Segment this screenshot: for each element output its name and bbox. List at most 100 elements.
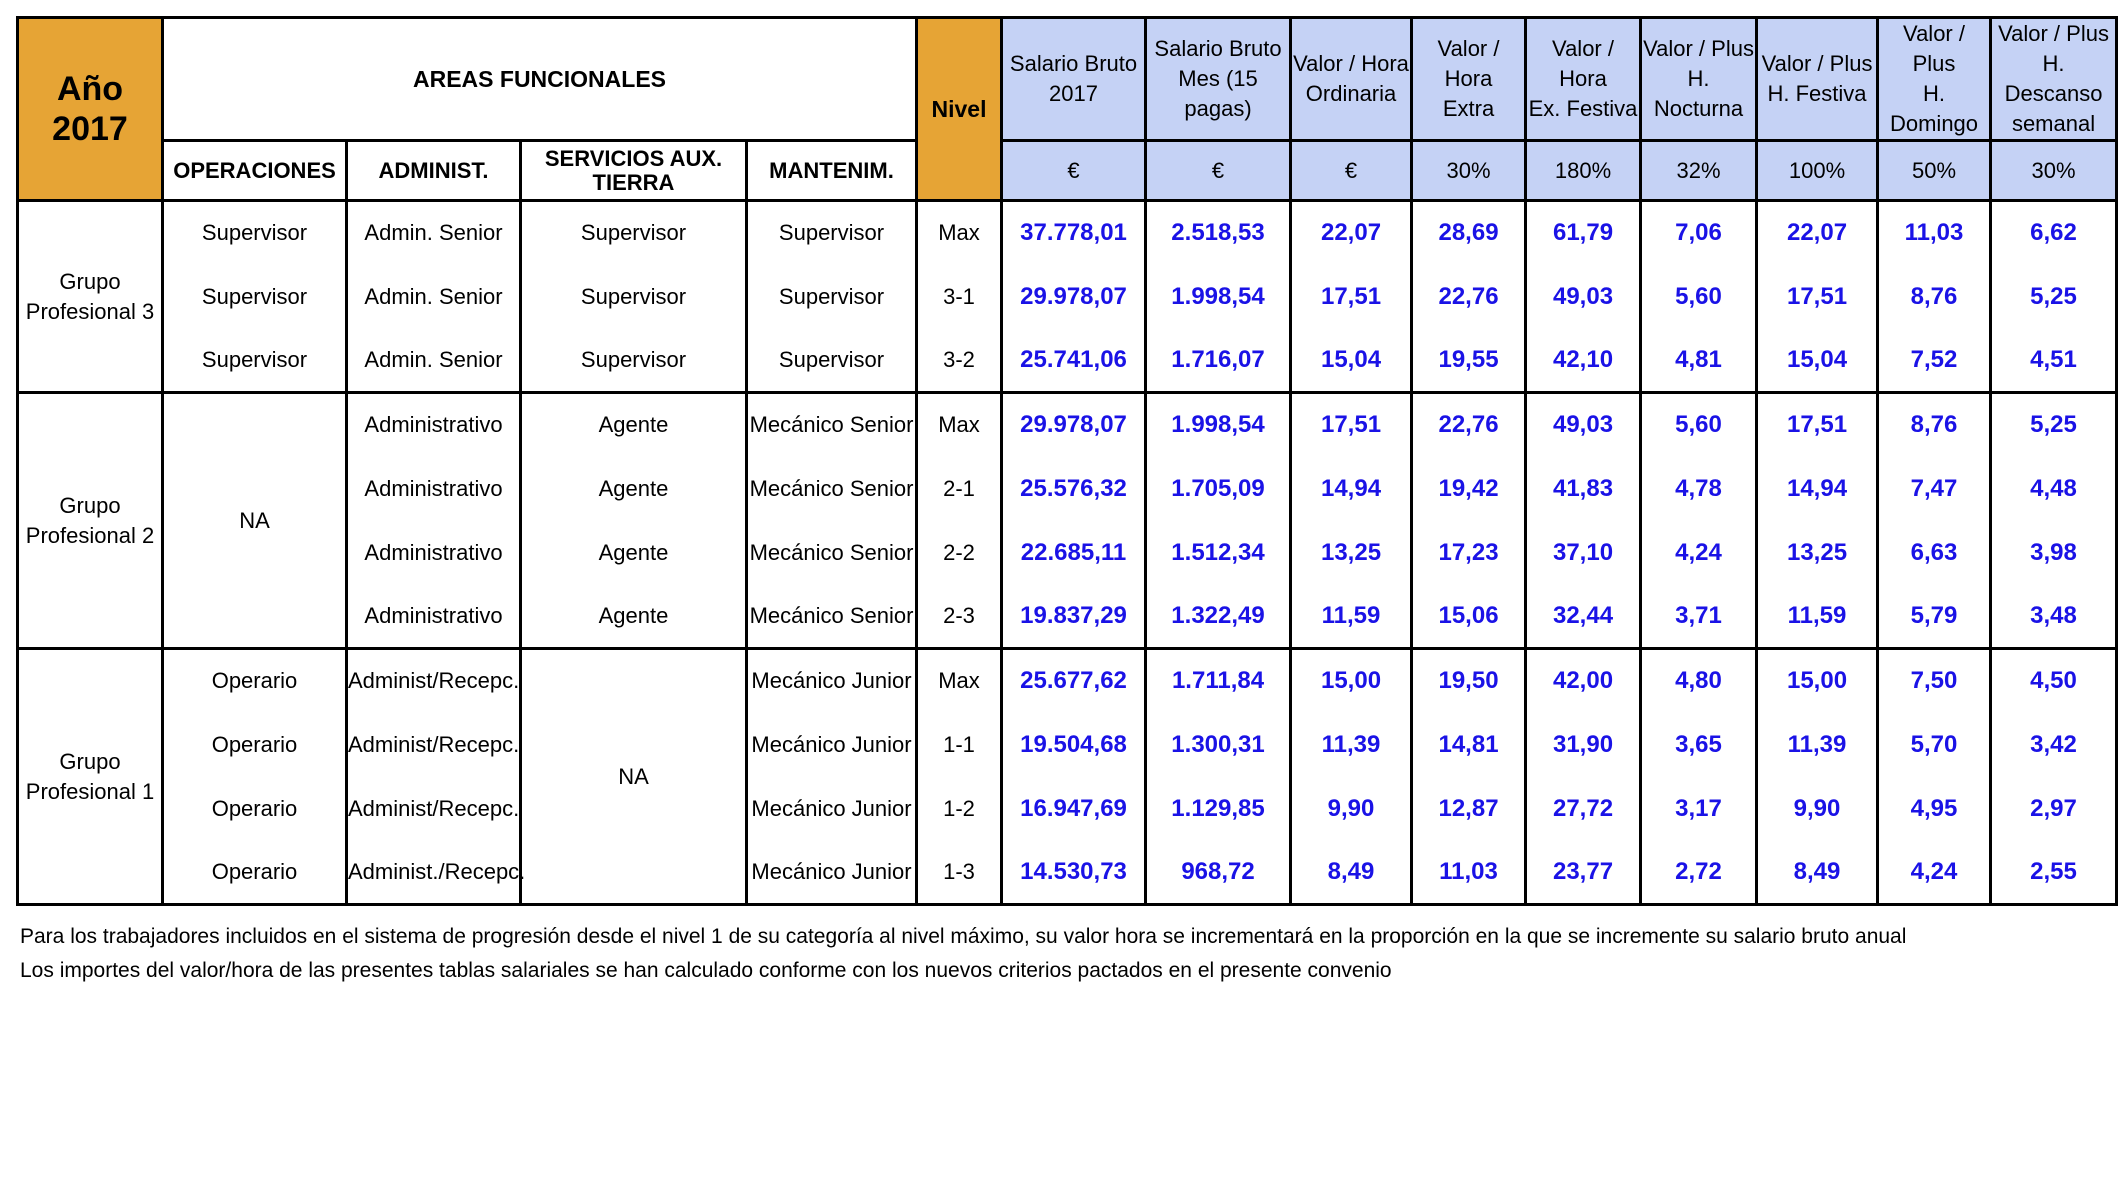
value-cell: 27,72 [1524, 776, 1643, 841]
year-value: 2017 [52, 110, 128, 148]
mantenim-cell: Supervisor [744, 199, 919, 265]
value-cell: 15,04 [1755, 328, 1880, 394]
year-label: Año [56, 70, 124, 108]
value-cell: 2,72 [1639, 840, 1759, 906]
administ-cell: Admin. Senior [345, 328, 522, 394]
administ-cell: Administ/Recepc. [345, 647, 522, 713]
mantenim-cell: Mecánico Junior [744, 776, 919, 841]
value-cell: 5,60 [1639, 391, 1759, 457]
value-cell: 9,90 [1289, 776, 1414, 841]
value-cell: 5,60 [1639, 264, 1759, 329]
table-row: Administrativo Agente Mecánico Senior 2-3 19… [18, 584, 2119, 650]
value-cell: 6,62 [1989, 199, 2119, 265]
servicios-cell: Agente [519, 391, 748, 457]
col-hora-ordinaria: Valor / Hora Ordinaria [1289, 16, 1414, 142]
group-name-cell: Grupo Profesional 1 [16, 647, 164, 906]
group-name-cell: Grupo Profesional 2 [16, 391, 164, 650]
table-row: Administrativo Agente Mecánico Senior 2-2 22… [18, 520, 2119, 585]
value-cell: 7,06 [1639, 199, 1759, 265]
group-name-line: Profesional 1 [25, 778, 155, 804]
value-cell: 5,79 [1876, 584, 1993, 650]
value-cell: 49,03 [1524, 264, 1643, 329]
nivel-cell: 2-3 [915, 584, 1004, 650]
operaciones-cell: Operario [161, 712, 348, 777]
value-cell: 15,00 [1289, 647, 1414, 713]
value-cell: 14.530,73 [1000, 840, 1148, 906]
value-cell: 15,06 [1410, 584, 1528, 650]
value-cell: 37.778,01 [1000, 199, 1148, 265]
year-cell: Año 2017 [16, 16, 164, 202]
value-cell: 22,07 [1755, 199, 1880, 265]
servicios-cell: Supervisor [519, 328, 748, 394]
value-cell: 9,90 [1755, 776, 1880, 841]
col-hora-extra: Valor / Hora Extra [1410, 16, 1528, 142]
mantenim-cell: Supervisor [744, 264, 919, 329]
unit-cell: 32% [1639, 139, 1759, 202]
servicios-cell: NA [519, 647, 748, 906]
value-cell: 4,80 [1639, 647, 1759, 713]
value-cell: 17,23 [1410, 520, 1528, 585]
nivel-cell: Max [915, 199, 1004, 265]
administ-cell: Administrativo [345, 456, 522, 521]
operaciones-cell: Supervisor [161, 328, 348, 394]
value-cell: 5,25 [1989, 264, 2119, 329]
value-cell: 1.705,09 [1144, 456, 1293, 521]
value-cell: 29.978,07 [1000, 264, 1148, 329]
value-cell: 3,71 [1639, 584, 1759, 650]
value-cell: 41,83 [1524, 456, 1643, 521]
value-cell: 25.741,06 [1000, 328, 1148, 394]
value-cell: 42,00 [1524, 647, 1643, 713]
value-cell: 968,72 [1144, 840, 1293, 906]
value-cell: 4,95 [1876, 776, 1993, 841]
table-row: Grupo Profesional 2 NA Administrativo Agente… [16, 391, 2119, 650]
nivel-cell: Max [915, 647, 1004, 713]
group-name-cell: Grupo Profesional 3 [16, 199, 164, 394]
area-mantenim: MANTENIM. [744, 139, 919, 202]
unit-cell: 30% [1989, 139, 2119, 202]
unit-cell: € [1289, 139, 1414, 202]
value-cell: 3,17 [1639, 776, 1759, 841]
nivel-cell: 3-1 [915, 264, 1004, 329]
value-cell: 22.685,11 [1000, 520, 1148, 585]
value-cell: 4,24 [1876, 840, 1993, 906]
value-cell: 28,69 [1410, 199, 1528, 265]
mantenim-cell: Supervisor [744, 328, 919, 394]
unit-cell: 30% [1410, 139, 1528, 202]
servicios-cell: Agente [519, 584, 748, 650]
group-name-line: Grupo [59, 492, 121, 518]
servicios-cell: Supervisor [519, 199, 748, 265]
value-cell: 3,42 [1989, 712, 2119, 777]
nivel-cell: 1-3 [915, 840, 1004, 906]
value-cell: 12,87 [1410, 776, 1528, 841]
value-cell: 11,39 [1755, 712, 1880, 777]
servicios-cell: Supervisor [519, 264, 748, 329]
value-cell: 11,59 [1755, 584, 1880, 650]
value-cell: 4,78 [1639, 456, 1759, 521]
value-cell: 19.504,68 [1000, 712, 1148, 777]
mantenim-cell: Mecánico Senior [744, 456, 919, 521]
value-cell: 14,81 [1410, 712, 1528, 777]
value-cell: 3,98 [1989, 520, 2119, 585]
nivel-cell: 1-1 [915, 712, 1004, 777]
group-name-line: Grupo [59, 268, 121, 294]
servicios-cell: Agente [519, 520, 748, 585]
group-name-line: Profesional 2 [25, 522, 155, 548]
administ-cell: Administ/Recepc. [345, 776, 522, 841]
col-plus-domingo: Valor / Plus H. Domingo [1876, 16, 1993, 142]
table-row: Grupo Profesional 1 Operario Administ/Recep… [16, 647, 2119, 906]
group-name-line: Grupo [59, 748, 121, 774]
nivel-cell: 2-2 [915, 520, 1004, 585]
value-cell: 14,94 [1289, 456, 1414, 521]
value-cell: 7,52 [1876, 328, 1993, 394]
value-cell: 25.576,32 [1000, 456, 1148, 521]
operaciones-cell: Operario [161, 647, 348, 713]
table-row: Operario Administ/Recepc. Mecánico Junior 1… [18, 776, 2119, 841]
footnote: Los importes del valor/hora de las prese… [20, 959, 1392, 982]
value-cell: 8,76 [1876, 391, 1993, 457]
value-cell: 1.711,84 [1144, 647, 1293, 713]
col-plus-festiva: Valor / Plus H. Festiva [1755, 16, 1880, 142]
administ-cell: Administrativo [345, 520, 522, 585]
unit-cell: 50% [1876, 139, 1993, 202]
mantenim-cell: Mecánico Senior [744, 391, 919, 457]
group-name-line: Profesional 3 [25, 298, 155, 324]
